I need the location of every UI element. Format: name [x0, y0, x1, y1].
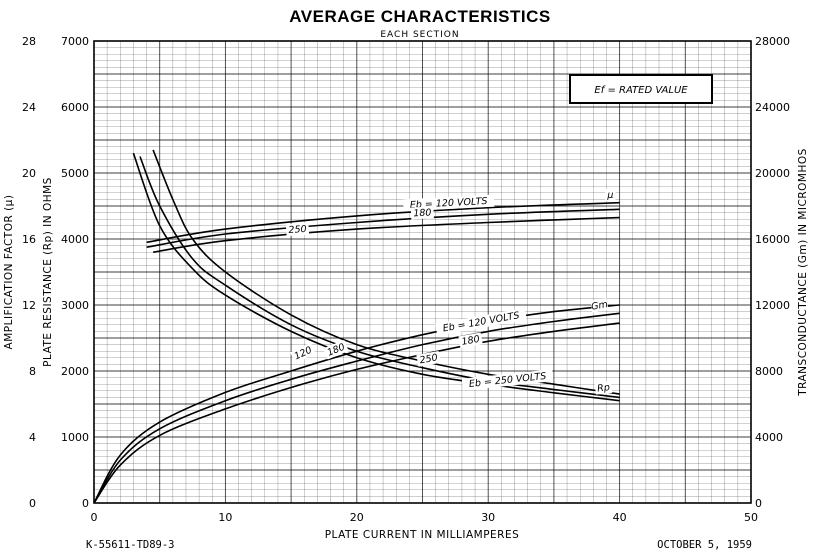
curve-label-bg: [605, 189, 616, 202]
x-tick-label: 30: [481, 511, 495, 524]
curve-label-bg: [416, 350, 441, 367]
curve-label-bg: [594, 380, 613, 395]
curve-label-text: μ: [606, 190, 613, 201]
mu-tick-label: 24: [22, 101, 36, 114]
gm-tick-label: 12000: [755, 299, 790, 312]
y-axis-label-rp: PLATE RESISTANCE (Rp) IN OHMS: [42, 177, 54, 367]
x-tick-label: 50: [744, 511, 758, 524]
rp-tick-label: 3000: [61, 299, 89, 312]
rp-tick-label: 1000: [61, 431, 89, 444]
curve-label-bg: [461, 369, 554, 391]
curve-label-text: Eb = 120 VOLTS: [442, 310, 520, 334]
gm-tick-label: 16000: [755, 233, 790, 246]
series-rp-line-6: [132, 152, 620, 402]
curve-label-6: 250: [416, 350, 441, 367]
rp-axis: 0 1000 2000 3000 4000 5000 6000 7000: [61, 35, 89, 510]
gm-tick-label: 4000: [755, 431, 783, 444]
curve-label-bg: [458, 332, 483, 349]
mu-tick-label: 12: [22, 299, 36, 312]
curve-label-5: 180: [458, 332, 483, 349]
x-axis-label: PLATE CURRENT IN MILLIAMPERES: [325, 529, 520, 541]
rp-tick-label: 0: [82, 497, 89, 510]
curve-label-bg: [290, 342, 316, 364]
series-mu-line-2: [152, 216, 620, 253]
rp-tick-label: 6000: [61, 101, 89, 114]
curve-label-bg: [285, 222, 310, 237]
chart-subtitle: EACH SECTION: [380, 30, 459, 40]
rp-tick-label: 4000: [61, 233, 89, 246]
note-box: Ef = RATED VALUE: [569, 74, 713, 104]
curve-label-7: Gm: [590, 298, 609, 313]
chart-title: AVERAGE CHARACTERISTICS: [289, 7, 550, 26]
curve-label-text: 180: [461, 334, 481, 348]
series-gm-line-4: [93, 312, 620, 504]
curve-label-bg: [410, 206, 434, 220]
curve-label-11: 120: [290, 342, 316, 364]
y-axis-label-mu: AMPLIFICATION FACTOR (μ): [3, 195, 15, 350]
plot-frame: [93, 40, 752, 504]
curve-label-text: 180: [413, 207, 432, 219]
mu-tick-label: 16: [22, 233, 36, 246]
curve-label-text: 250: [288, 224, 307, 236]
curve-label-bg: [435, 308, 527, 336]
curve-label-3: μ: [605, 189, 616, 202]
gm-tick-label: 20000: [755, 167, 790, 180]
rp-tick-label: 5000: [61, 167, 89, 180]
x-tick-label: 20: [350, 511, 364, 524]
footer-date: OCTOBER 5, 1959: [657, 539, 752, 551]
series-mu-line-1: [146, 208, 620, 248]
x-tick-label: 40: [613, 511, 627, 524]
curve-label-text: Gm: [590, 299, 608, 313]
curve-label-bg: [590, 298, 609, 313]
gm-tick-label: 28000: [755, 35, 790, 48]
series-rp-line-7: [139, 156, 620, 399]
curve-label-text: 250: [419, 352, 439, 366]
rp-tick-label: 7000: [61, 35, 89, 48]
y-axis-label-gm: TRANSCONDUCTANCE (Gm) IN MICROMHOS: [797, 148, 809, 397]
curve-label-9: Rp: [594, 380, 613, 395]
gm-tick-label: 24000: [755, 101, 790, 114]
x-axis: 0 10 20 30 40 50: [91, 511, 759, 524]
footer-drawing-number: K-55611-TD89-3: [86, 539, 175, 551]
mu-tick-label: 4: [29, 431, 36, 444]
mu-tick-label: 20: [22, 167, 36, 180]
curve-label-2: 250: [285, 222, 310, 237]
series-gm-line-5: [93, 322, 620, 504]
x-tick-label: 10: [218, 511, 232, 524]
mu-axis: 0 4 8 12 16 20 24 28: [22, 35, 36, 510]
curve-label-bg: [323, 339, 349, 360]
x-tick-label: 0: [91, 511, 98, 524]
note-text: Ef = RATED VALUE: [594, 85, 688, 96]
curve-label-text: Rp: [597, 382, 611, 394]
gm-axis: 0 4000 8000 12000 16000 20000 24000 28000: [755, 35, 790, 510]
series-mu-line-0: [146, 201, 620, 244]
mu-tick-label: 28: [22, 35, 36, 48]
gm-tick-label: 0: [755, 497, 762, 510]
mu-tick-label: 8: [29, 365, 36, 378]
curve-label-1: 180: [410, 206, 434, 220]
rp-tick-label: 2000: [61, 365, 89, 378]
grid: [94, 41, 751, 503]
mu-tick-label: 0: [29, 497, 36, 510]
gm-tick-label: 8000: [755, 365, 783, 378]
